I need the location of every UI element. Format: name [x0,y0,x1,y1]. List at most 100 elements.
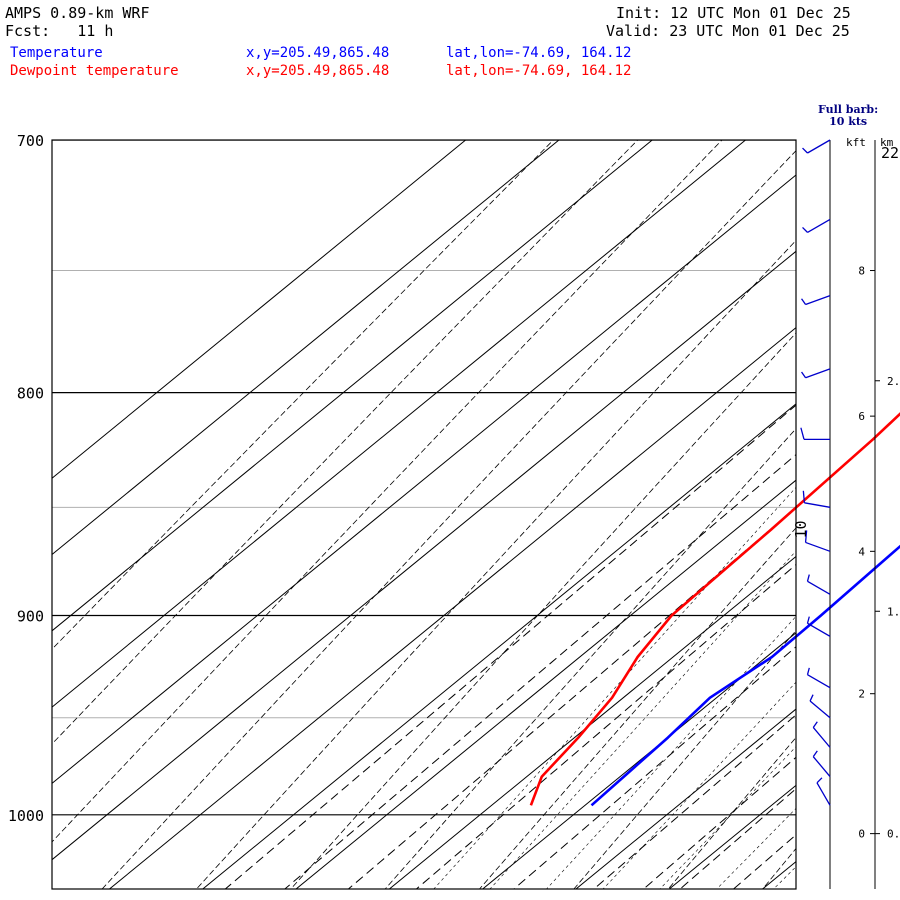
km-tick-label: 0. [887,828,900,841]
wind-barb-shaft [809,700,831,719]
barb-scale-note: Full barb: 10 kts [818,104,878,128]
dewpoint-profile-line [529,412,900,806]
km-axis-label: km [880,136,894,149]
kft-axis-label: kft [846,136,866,149]
dry-adiabat-line [52,140,639,745]
plot-area-lines [52,85,900,900]
model-title: AMPS 0.89-km WRF [5,4,150,22]
isotherm-line [109,326,796,889]
wind-barb-shaft [804,502,831,508]
legend-dewpoint-latlon: lat,lon=-74.69, 164.12 [446,63,632,79]
isotherm-line [856,140,900,889]
wind-barb-flag [806,667,810,675]
legend-dewpoint-label: Dewpoint temperature [10,63,179,79]
moist-adiabat-line [716,807,796,889]
moist-adiabat-line [659,746,796,889]
mixing-ratio-line [224,404,796,889]
isotherm-line [52,140,746,708]
mixing-ratio-line [415,563,796,889]
plot-frame [51,139,797,890]
wind-barb-shaft [805,294,831,306]
wind-barb-flag [806,574,810,582]
isotherm-line [52,174,796,785]
pressure-tick-label: 700 [17,132,44,150]
kft-tick-label: 8 [858,265,865,278]
isotherm-line [52,140,653,632]
isotherm-line [52,140,560,556]
dry-adiabat-line [828,85,900,900]
mixing-ratio-line [513,646,796,889]
wind-barb-flag [800,427,805,440]
dry-adiabat-line [290,332,796,889]
wind-barb-flag [809,694,814,702]
dry-adiabat-line [52,140,554,650]
km-tick-label: 1. [887,605,900,618]
isotherm-line [575,708,796,889]
moist-adiabat-line [773,866,796,889]
wind-speed-label: 10 [792,520,810,538]
wind-barb-flag [802,490,806,503]
mixing-ratio-line [284,453,796,889]
pressure-tick-label: 800 [17,385,44,403]
dry-adiabat-line [384,428,796,889]
isotherm-line [389,555,796,889]
legend-temperature-latlon: lat,lon=-74.69, 164.12 [446,45,632,61]
dry-adiabat-line [195,239,796,889]
wind-barb-flag [802,147,808,154]
isotherm-line [295,479,796,889]
pressure-tick-label: 900 [17,607,44,625]
kft-tick-label: 6 [858,410,865,423]
wind-barb-flag [801,371,807,379]
wind-barb-shaft [812,756,831,777]
dry-adiabat-line [478,527,796,889]
barb-scale-line1: Full barb: [818,103,879,116]
wind-barb-shaft [805,541,831,552]
wind-barb-shaft [812,727,831,748]
km-tick-label: 2. [887,375,900,388]
wind-barb-shaft [805,368,831,379]
wind-barb-flag [801,298,807,305]
moist-adiabat-line [546,615,796,889]
wind-barb-flag [802,226,808,233]
mixing-ratio-line [679,788,796,889]
wind-barb-flag [816,777,823,784]
wind-barb-shaft [816,782,831,806]
wind-barb-shaft [807,674,831,689]
kft-tick-label: 0 [858,828,865,841]
mixing-ratio-line [347,506,796,889]
mixing-ratio-line [593,714,796,889]
dry-adiabat-line [573,630,796,889]
wind-barb-flag [804,530,808,543]
dry-adiabat-line [101,150,796,889]
isotherm-line [52,140,466,479]
dry-adiabat-line [667,736,796,889]
moist-adiabat-line [489,550,796,889]
legend-dewpoint-xy: x,y=205.49,865.48 [246,63,390,79]
wind-barb-shaft [807,139,831,154]
kft-tick-label: 4 [858,545,865,558]
dry-adiabat-line [52,140,723,843]
isotherm-line [202,403,796,889]
temperature-profile-line [590,544,900,807]
wind-barb-flag [812,721,818,728]
kft-tick-label: 2 [858,688,865,701]
mixing-ratio-line [642,756,796,889]
moist-adiabat-line [433,486,796,889]
init-time: Init: 12 UTC Mon 01 Dec 25 [616,4,851,22]
forecast-hour: Fcst: 11 h [5,22,114,40]
wind-barb-shaft [807,580,831,595]
isotherm-line [52,250,796,861]
pressure-tick-label: 1000 [8,807,44,825]
legend-temperature-label: Temperature [10,45,103,61]
moist-adiabat-line [793,85,900,900]
valid-time: Valid: 23 UTC Mon 01 Dec 25 [606,22,850,40]
isotherm-line [762,861,796,889]
wind-barb-shaft [807,622,831,637]
barb-scale-line2: 10 kts [829,115,868,128]
wind-barb-flag [806,616,810,624]
wind-barb-flag [812,750,818,758]
legend-temperature-xy: x,y=205.49,865.48 [246,45,390,61]
isotherm-line [482,632,796,889]
wind-barb-shaft [807,218,831,233]
